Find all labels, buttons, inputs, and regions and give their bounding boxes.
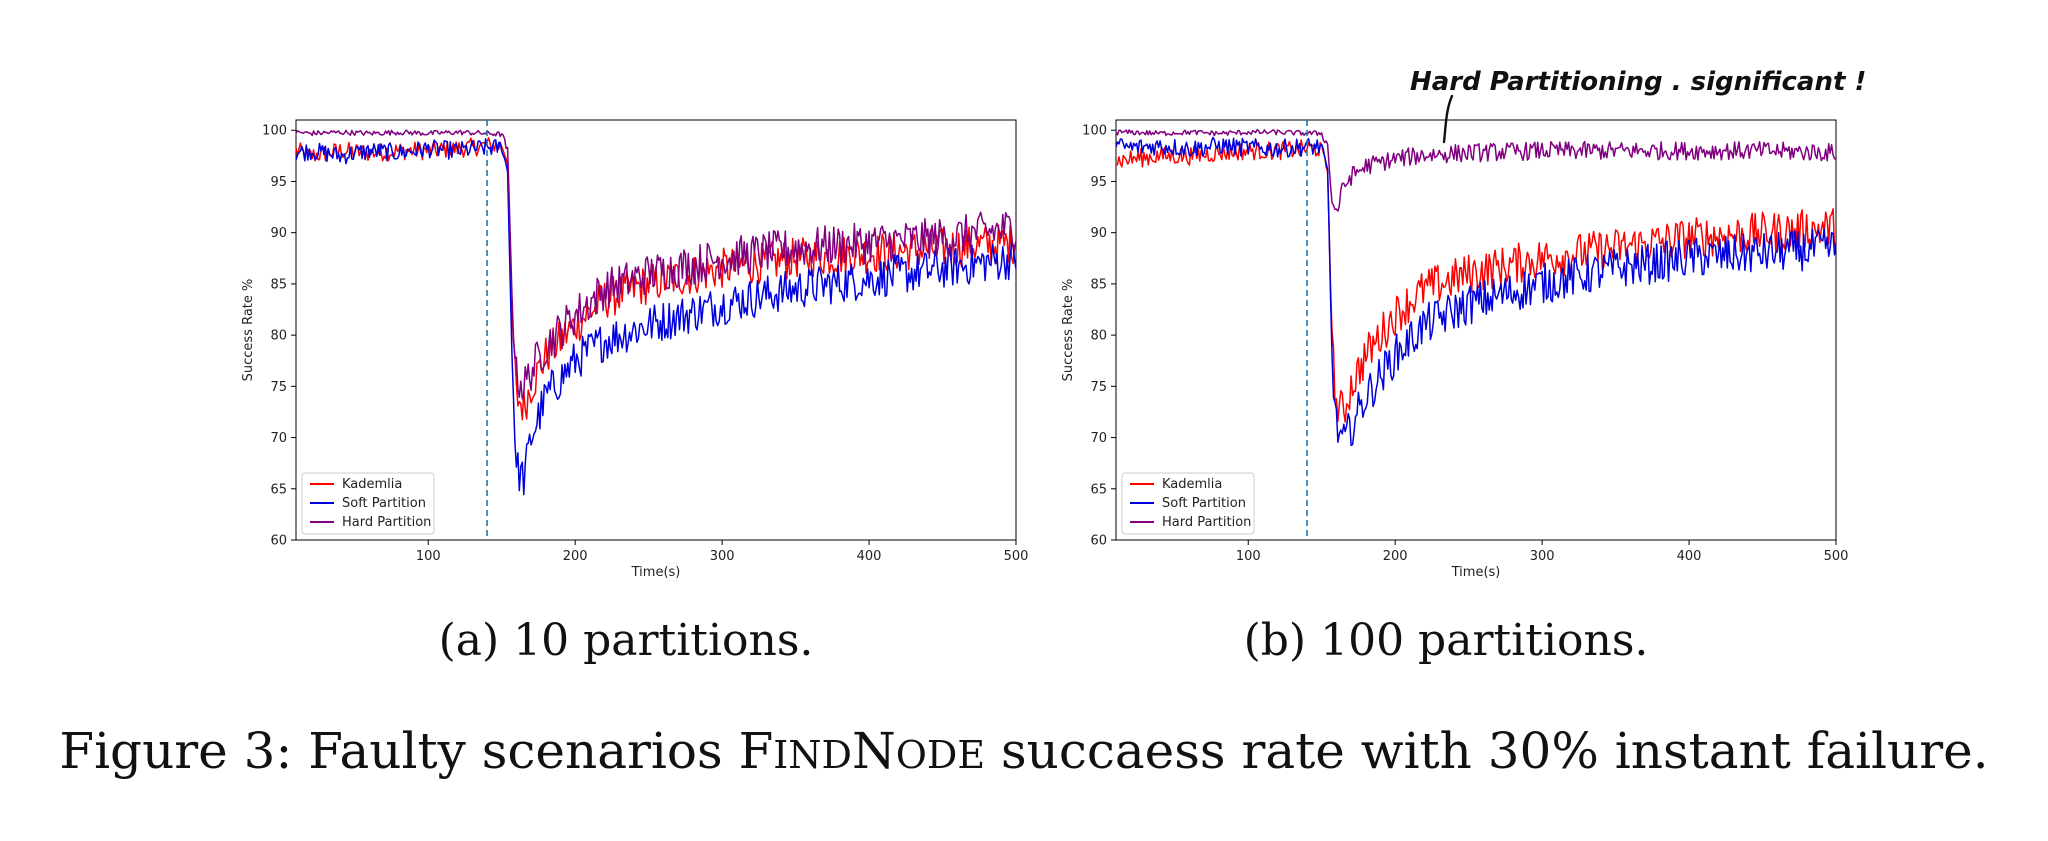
x-axis-label: Time(s): [1451, 565, 1501, 580]
series-line-soft-partition: [295, 138, 1017, 496]
x-tick-label: 400: [857, 549, 882, 564]
legend-label-hard-partition: Hard Partition: [1162, 515, 1251, 530]
legend-label-kademlia: Kademlia: [342, 477, 402, 492]
x-tick-label: 100: [1236, 549, 1261, 564]
y-tick-label: 60: [270, 534, 287, 549]
series-layer: [1115, 129, 1837, 447]
y-axis-label: Success Rate %: [241, 279, 256, 382]
subcaption-b: (b) 100 partitions.: [1244, 615, 1649, 666]
figure-caption: Figure 3: Faulty scenarios FINDNODE succ…: [59, 722, 1988, 780]
plot-frame: [295, 119, 1017, 541]
legend-label-kademlia: Kademlia: [1162, 477, 1222, 492]
y-tick-label: 85: [270, 277, 287, 292]
subcaption-a: (a) 10 partitions.: [439, 615, 814, 666]
y-tick-label: 60: [1090, 534, 1107, 549]
y-tick-label: 100: [1082, 124, 1107, 139]
y-tick-label: 75: [270, 380, 287, 395]
ticks: 100 200 300 400 500 60 65 70 75 80 85 90 95 100: [1082, 124, 1848, 564]
y-tick-label: 70: [1090, 431, 1107, 446]
y-tick-label: 70: [270, 431, 287, 446]
legend-label-soft-partition: Soft Partition: [1162, 496, 1246, 511]
y-tick-label: 85: [1090, 277, 1107, 292]
y-tick-label: 90: [1090, 226, 1107, 241]
series-line-soft-partition: [1115, 136, 1837, 447]
y-tick-label: 75: [1090, 380, 1107, 395]
x-tick-label: 300: [1530, 549, 1555, 564]
plot-frame: [1115, 119, 1837, 541]
ticks: 100 200 300 400 500 60 65 70 75 80 85 90 95 100: [262, 124, 1028, 564]
panel-b: 100 200 300 400 500 60 65 70 75 80 85 90 95 100 Time(…: [1061, 67, 1866, 666]
caption-ode: ODE: [896, 733, 985, 777]
y-tick-label: 95: [1090, 175, 1107, 190]
caption-n: N: [852, 722, 896, 780]
y-tick-label: 95: [270, 175, 287, 190]
legend: Kademlia Soft Partition Hard Partition: [301, 472, 435, 535]
series-line-hard-partition: [295, 129, 1017, 400]
legend-label-soft-partition: Soft Partition: [342, 496, 426, 511]
y-axis-label: Success Rate %: [1061, 279, 1076, 382]
handwritten-annotation: Hard Partitioning . significant !: [1410, 67, 1866, 97]
caption-ind: IND: [773, 733, 852, 777]
legend-label-hard-partition: Hard Partition: [342, 515, 431, 530]
annotation-pointer: [1442, 94, 1454, 144]
panel-a: 100 200 300 400 500 60 65 70 75 80 85 90 95 100 Time(…: [241, 119, 1028, 666]
x-tick-label: 400: [1677, 549, 1702, 564]
caption-f: F: [739, 722, 774, 780]
x-tick-label: 100: [416, 549, 441, 564]
series-line-hard-partition: [1115, 129, 1837, 212]
x-axis-label: Time(s): [631, 565, 681, 580]
y-tick-label: 65: [270, 482, 287, 497]
y-tick-label: 100: [262, 124, 287, 139]
y-tick-label: 80: [1090, 329, 1107, 344]
legend: Kademlia Soft Partition Hard Partition: [1121, 472, 1255, 535]
y-tick-label: 65: [1090, 482, 1107, 497]
caption-prefix: Figure 3: Faulty scenarios: [59, 722, 738, 780]
y-tick-label: 90: [270, 226, 287, 241]
caption-suffix: succaess rate with 30% instant failure.: [985, 722, 1989, 780]
y-tick-label: 80: [270, 329, 287, 344]
x-tick-label: 200: [1383, 549, 1408, 564]
x-tick-label: 500: [1824, 549, 1849, 564]
series-layer: [295, 129, 1017, 496]
x-tick-label: 200: [563, 549, 588, 564]
x-tick-label: 500: [1004, 549, 1029, 564]
x-tick-label: 300: [710, 549, 735, 564]
legend-box: [301, 472, 435, 535]
legend-box: [1121, 472, 1255, 535]
